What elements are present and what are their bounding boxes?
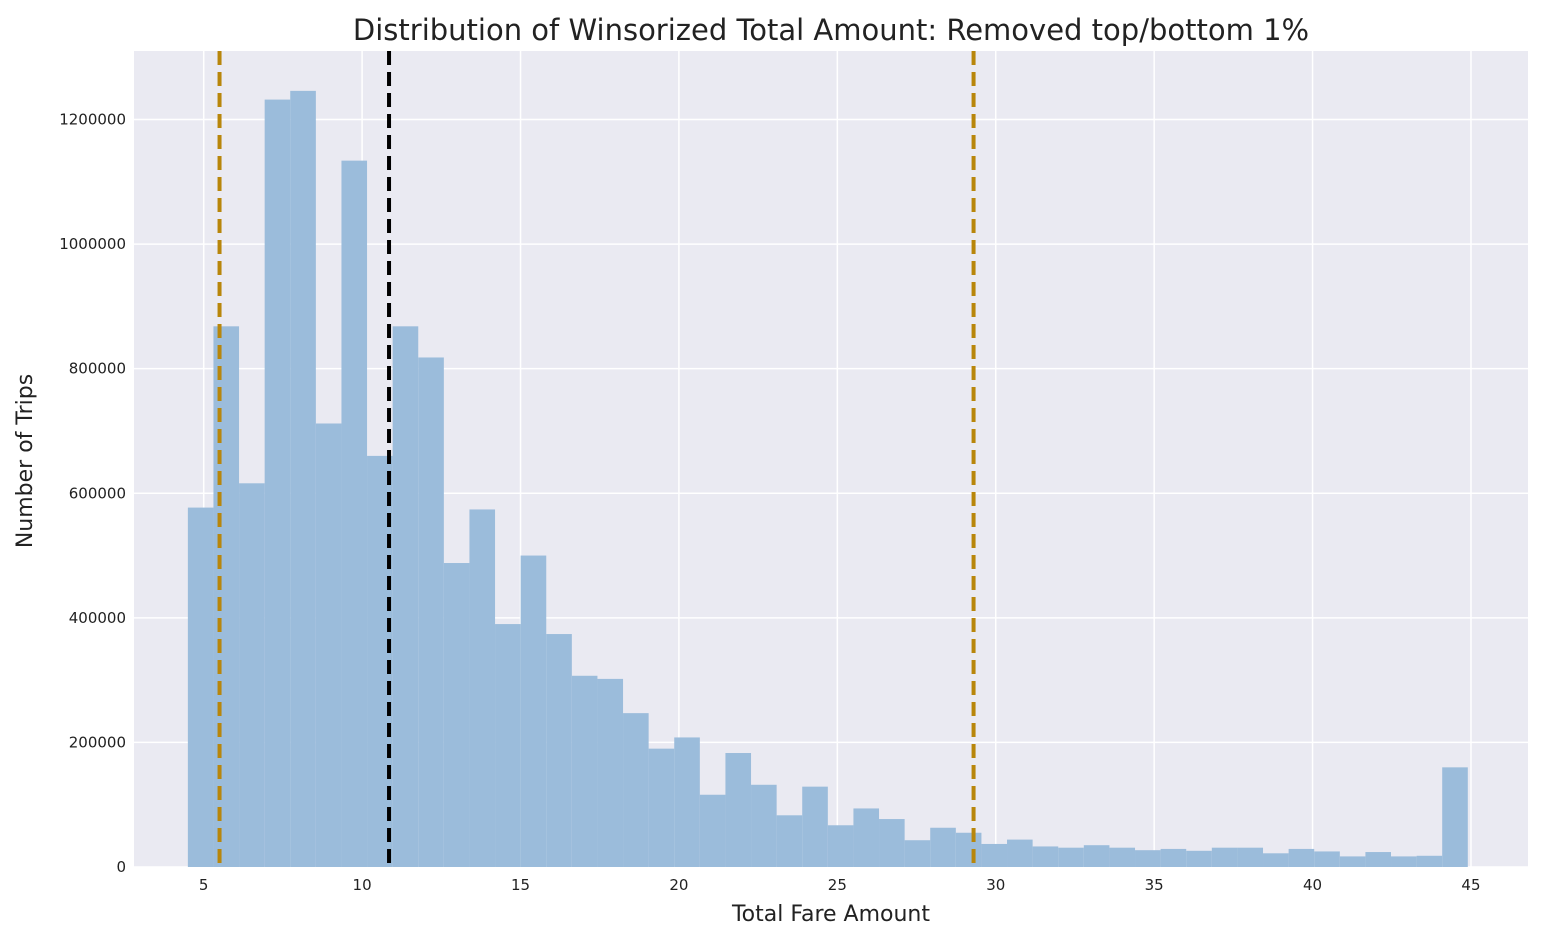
x-tick-label: 15 [511,876,530,894]
histogram-bar [776,815,803,867]
histogram-bar [1416,855,1443,867]
histogram-bar [981,843,1008,867]
histogram-bar [674,737,700,867]
histogram-bar [1237,847,1264,867]
histogram-bar [264,99,291,868]
x-tick-label: 20 [669,876,688,894]
y-tick-label: 800000 [69,360,126,378]
histogram-bar [315,423,342,867]
histogram-bar [1263,853,1289,867]
histogram-bar [1032,846,1059,867]
x-tick-label: 40 [1303,876,1322,894]
histogram-bar [1160,848,1187,867]
histogram-bar [239,483,265,867]
y-tick-label: 600000 [69,484,126,502]
histogram-bar [418,357,444,867]
histogram-bar [853,808,880,867]
y-tick-label: 0 [116,858,126,876]
x-axis-ticks: 5 10 15 20 25 30 35 40 45 [199,876,1481,894]
histogram-bar [1442,767,1468,867]
y-tick-label: 1200000 [59,111,126,129]
histogram-bar [571,675,598,867]
histogram-bar [827,825,854,867]
x-tick-label: 10 [353,876,372,894]
histogram-bar [879,819,905,867]
histogram-bar [725,753,752,867]
histogram-bar [623,713,649,867]
histogram-bar [904,840,931,867]
histogram-bar [1339,856,1366,867]
histogram-bar [546,634,572,867]
y-tick-label: 200000 [69,733,126,751]
histogram-bar [213,326,240,867]
histogram-bar [1211,847,1238,867]
x-tick-label: 5 [199,876,209,894]
histogram-bar [597,678,624,867]
histogram-bar [495,624,521,867]
histogram-bar [443,563,470,867]
histogram-bar [1007,839,1033,867]
histogram-bar [392,326,419,867]
histogram-bar [751,784,777,867]
x-tick-label: 35 [1145,876,1164,894]
histogram-bar [290,90,316,867]
y-axis-label: Number of Trips [13,374,38,548]
x-tick-label: 25 [828,876,847,894]
histogram-bar [930,827,956,867]
histogram-bar [1109,847,1136,867]
histogram-bar [1135,850,1161,867]
histogram-bar [955,832,982,867]
histogram-bar [699,794,726,867]
y-tick-label: 1000000 [59,235,126,253]
chart-title: Distribution of Winsorized Total Amount:… [353,13,1309,47]
reference-lines [217,51,976,867]
histogram-bar [1314,851,1340,867]
histogram-bar [469,509,496,867]
x-tick-label: 45 [1461,876,1480,894]
x-tick-label: 30 [986,876,1005,894]
histogram-bar [1186,850,1212,867]
histogram-bar [1058,847,1084,867]
histogram-bar [520,555,547,867]
histogram-bar [187,507,214,867]
histogram-bar [1391,856,1417,867]
x-axis-label: Total Fare Amount [731,902,930,927]
histogram-bar [1083,845,1110,867]
histogram-bar [648,748,675,867]
histogram-bar [341,160,368,867]
y-axis-ticks: 0 200000 400000 600000 800000 1000000 1200000 [59,111,126,876]
histogram-bar [802,786,828,867]
histogram-bar [1365,852,1392,867]
y-tick-label: 400000 [69,609,126,627]
histogram-bar [1288,848,1315,867]
